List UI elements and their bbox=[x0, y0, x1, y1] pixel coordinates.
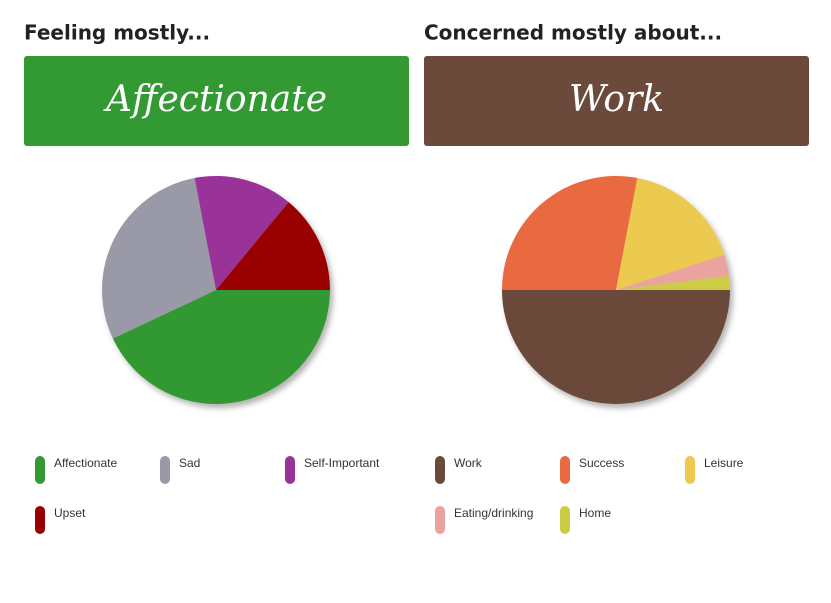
legend-label: Success bbox=[579, 456, 624, 470]
pie-slice bbox=[101, 178, 216, 339]
highlight-text: Affectionate bbox=[103, 79, 327, 120]
pie-slice bbox=[616, 178, 725, 290]
legend-swatch bbox=[35, 456, 45, 484]
legend-label: Leisure bbox=[704, 456, 744, 470]
legend-swatch bbox=[685, 456, 695, 484]
legend-swatch bbox=[160, 456, 170, 484]
legend-label: Upset bbox=[54, 506, 86, 520]
pie-slice bbox=[502, 176, 638, 290]
legend-swatch bbox=[35, 506, 45, 534]
panel-heading: Feeling mostly... bbox=[24, 21, 210, 45]
highlight-box bbox=[424, 56, 809, 146]
pie-slice bbox=[216, 202, 330, 290]
legend-label: Eating/drinking bbox=[454, 506, 533, 520]
pie-slice bbox=[502, 290, 730, 404]
highlight-box bbox=[24, 56, 409, 146]
legend-swatch bbox=[435, 506, 445, 534]
panel-heading: Concerned mostly about... bbox=[424, 21, 722, 45]
highlight-text: Work bbox=[569, 79, 664, 120]
pie bbox=[101, 176, 330, 404]
pie-slice bbox=[194, 176, 289, 290]
pie-slice bbox=[616, 254, 730, 290]
pie bbox=[502, 176, 730, 404]
pie-slice bbox=[616, 275, 730, 290]
legend-label: Affectionate bbox=[54, 456, 117, 470]
legend-swatch bbox=[285, 456, 295, 484]
legend-label: Self-Important bbox=[304, 456, 380, 470]
legend-label: Home bbox=[579, 506, 611, 520]
legend-label: Sad bbox=[179, 456, 200, 470]
legend-swatch bbox=[560, 456, 570, 484]
pie-slice bbox=[112, 290, 330, 404]
legend-swatch bbox=[435, 456, 445, 484]
legend-swatch bbox=[560, 506, 570, 534]
legend-label: Work bbox=[454, 456, 483, 470]
